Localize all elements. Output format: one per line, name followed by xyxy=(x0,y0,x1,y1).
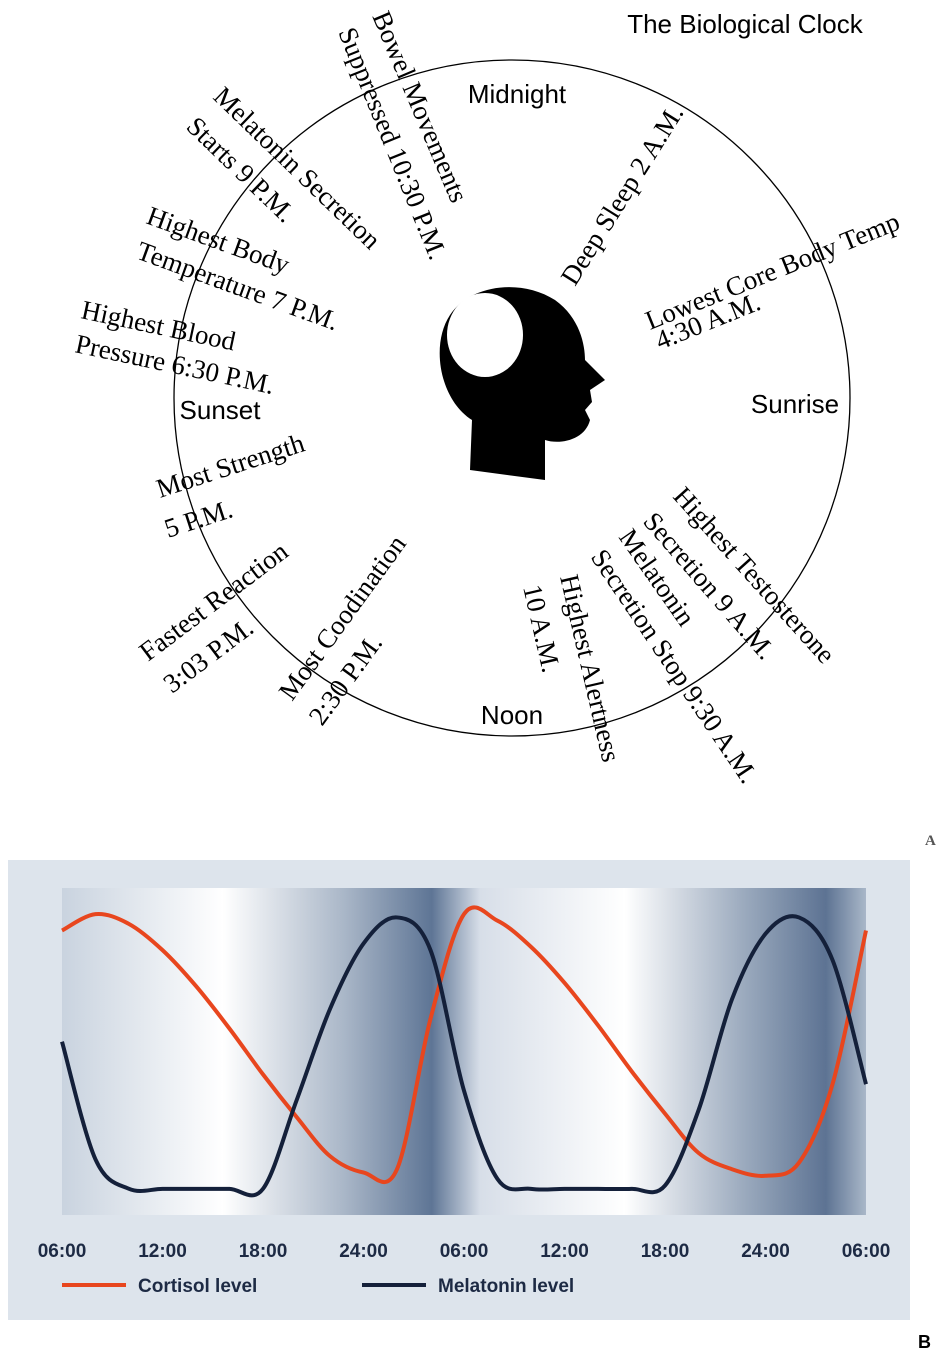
x-tick-label: 24:00 xyxy=(741,1241,790,1262)
period-label: Sunrise xyxy=(751,389,839,419)
period-label: Midnight xyxy=(468,79,567,109)
clock-title: The Biological Clock xyxy=(627,9,864,39)
chart: 06:00 12:00 18:00 24:00 06:00 12:00 18:00 24:00… xyxy=(8,860,931,1352)
clock-diagram: The Biological Clock Midnight Sunrise Noon S… xyxy=(73,7,936,849)
x-tick-label: 06:00 xyxy=(842,1241,891,1262)
x-tick-label: 24:00 xyxy=(339,1241,388,1262)
period-label: Sunset xyxy=(180,395,262,425)
panel-label: A xyxy=(925,833,936,849)
x-tick-label: 06:00 xyxy=(38,1241,87,1262)
day-night-band xyxy=(62,888,866,1215)
x-tick-label: 06:00 xyxy=(440,1241,489,1262)
figure: The Biological Clock Midnight Sunrise Noon S… xyxy=(0,0,941,1353)
x-tick-label: 12:00 xyxy=(540,1241,589,1262)
event-label: 5 P.M. xyxy=(161,494,237,544)
event-label: Deep Sleep 2 A.M. xyxy=(555,99,690,290)
x-tick-label: 12:00 xyxy=(138,1241,187,1262)
period-label: Noon xyxy=(481,700,543,730)
panel-label: B xyxy=(918,1332,931,1352)
brain xyxy=(447,293,523,377)
legend-label: Cortisol level xyxy=(138,1276,257,1297)
x-tick-label: 18:00 xyxy=(239,1241,288,1262)
x-tick-label: 18:00 xyxy=(641,1241,690,1262)
legend-label: Melatonin level xyxy=(438,1276,574,1297)
